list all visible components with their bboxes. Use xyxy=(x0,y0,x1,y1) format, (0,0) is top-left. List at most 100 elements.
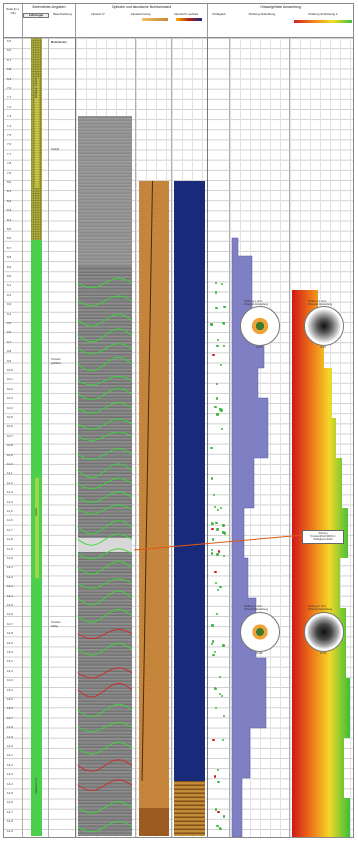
depth-label: 10,2 xyxy=(7,386,13,391)
label-claystone-1: Tonstein xyxy=(51,358,61,361)
fracture-point xyxy=(222,531,225,534)
rose-diagram-2 xyxy=(240,612,280,652)
label-silt: Schluff xyxy=(51,148,59,151)
fracture-point xyxy=(215,306,218,310)
depth-label: 11,7 xyxy=(7,527,13,532)
fracture-point xyxy=(215,521,218,525)
fracture-point xyxy=(216,345,219,348)
label-claystone-2: Tonstein xyxy=(51,621,61,624)
frequency-profile xyxy=(231,237,269,837)
fracture-trace xyxy=(77,759,133,772)
depth-label: 8,1 xyxy=(7,189,12,194)
depth-header-label: Teufe [m u. OK] xyxy=(6,7,20,15)
fracture-point xyxy=(210,552,214,555)
traveltime-bottom-zone xyxy=(174,781,205,836)
depth-header: Teufe [m u. OK] xyxy=(4,4,23,38)
fracture-trace xyxy=(77,520,133,535)
depth-label: 12,5 xyxy=(7,603,13,607)
fracture-point xyxy=(210,549,214,552)
fracture-point xyxy=(212,353,215,357)
depth-label: 10,5 xyxy=(7,415,13,419)
rose-2-title: Klüftung 1. Ord. xyxy=(244,605,263,608)
depth-label: 10,0 xyxy=(7,368,13,372)
fracture-trace xyxy=(77,779,133,791)
fracture-point xyxy=(221,739,225,742)
depth-label: 9,1 xyxy=(7,283,12,288)
fracture-point xyxy=(214,808,217,811)
depth-label: 7,4 xyxy=(7,123,12,128)
depth-label: 11,1 xyxy=(7,471,13,476)
fracture-point xyxy=(210,323,214,327)
depth-label: 8,2 xyxy=(7,198,12,203)
label-claystone-2b: klüftig xyxy=(51,625,58,628)
depth-label: 9,5 xyxy=(7,321,12,325)
rose-diagram-4 xyxy=(304,612,344,652)
fracture-point xyxy=(210,446,213,450)
fracture-point xyxy=(220,282,223,286)
acoustic-traveltime-column xyxy=(172,38,208,837)
rose-3-count: N=21 xyxy=(320,346,327,349)
depth-label: 13,9 xyxy=(7,734,13,739)
depth-label: 12,4 xyxy=(7,593,13,598)
traveltime-image xyxy=(174,181,205,781)
rose-diagram-3 xyxy=(304,306,344,346)
depth-label: 9,0 xyxy=(7,274,12,278)
depth-label: 14,4 xyxy=(7,781,13,786)
depth-label: 12,9 xyxy=(7,640,13,645)
depth-label: 10,7 xyxy=(7,433,13,438)
lithology-subheader: Lithologie xyxy=(23,13,49,18)
rose-3-sub: Polpunkt-Darstellung xyxy=(308,303,333,306)
depth-label: 13,2 xyxy=(7,668,13,673)
fracture-trace xyxy=(77,682,133,698)
depth-label: 14,3 xyxy=(7,772,13,777)
depth-label: 14,6 xyxy=(7,800,13,805)
fracture-point xyxy=(211,522,214,525)
section-eval-header: Ortsaufgelöste Auswertung Klüftigkeit Kl… xyxy=(208,4,353,38)
depth-label: 7,6 xyxy=(7,142,12,147)
acoustic-amp-subheader: Akustisch Amp. xyxy=(130,13,152,16)
depth-label: 8,5 xyxy=(7,227,12,231)
depth-label: 7,9 xyxy=(7,170,12,175)
fracture-trace xyxy=(77,821,133,833)
depth-label: 9,8 xyxy=(7,349,12,354)
strip-highlight-top xyxy=(35,78,39,188)
fracture-trace xyxy=(77,491,133,503)
fracture-trace xyxy=(77,477,133,490)
depth-label: 12,0 xyxy=(7,556,13,560)
fracture-point xyxy=(215,612,218,616)
fracture-trace xyxy=(77,388,133,400)
fracture-point xyxy=(222,322,226,325)
fracture-point xyxy=(215,281,218,285)
depth-label: 8,3 xyxy=(7,208,12,213)
fracture-trace xyxy=(77,578,133,589)
fracture-point xyxy=(213,650,217,654)
fracture-trace xyxy=(77,328,133,343)
fracture-trace xyxy=(77,431,133,441)
fracture-point xyxy=(220,694,224,697)
depth-label: 11,4 xyxy=(7,499,13,504)
fracture-traces xyxy=(77,277,133,833)
depth-label: 8,0 xyxy=(7,180,12,184)
depth-label: 12,3 xyxy=(7,584,13,589)
annotation-line-3: Klüftigkeit erhöht xyxy=(313,537,333,541)
acoustic-time-subheader: Akustisch Laufzeit xyxy=(173,13,199,16)
fracture-trace xyxy=(77,741,133,755)
depth-label: 14,1 xyxy=(7,753,13,758)
lithology-column: Auffüllung / Quartär Tonstein Tonstein 1… xyxy=(23,38,49,837)
depth-label: 12,7 xyxy=(7,621,13,626)
borehole-log: Teufe [m u. OK] Bohrmeister-Angaben Lith… xyxy=(3,3,354,838)
rose-4-sub: Polpunkt-Darstellung xyxy=(308,608,333,611)
depth-label: 9,3 xyxy=(7,302,12,307)
fracture-point xyxy=(216,768,219,772)
section-driller-title: Bohrmeister-Angaben xyxy=(32,5,66,9)
time-scale-bar xyxy=(176,18,202,21)
depth-label: 12,8 xyxy=(7,631,13,636)
fracture-point xyxy=(212,653,215,657)
fracture-point xyxy=(222,344,225,348)
depth-label: 8,6 xyxy=(7,236,12,241)
fracture-trace xyxy=(77,343,133,355)
depth-label: 10,6 xyxy=(7,424,13,429)
depth-label: 9,4 xyxy=(7,311,12,316)
fracture-point xyxy=(222,714,226,718)
depth-label: 13,5 xyxy=(7,697,13,701)
